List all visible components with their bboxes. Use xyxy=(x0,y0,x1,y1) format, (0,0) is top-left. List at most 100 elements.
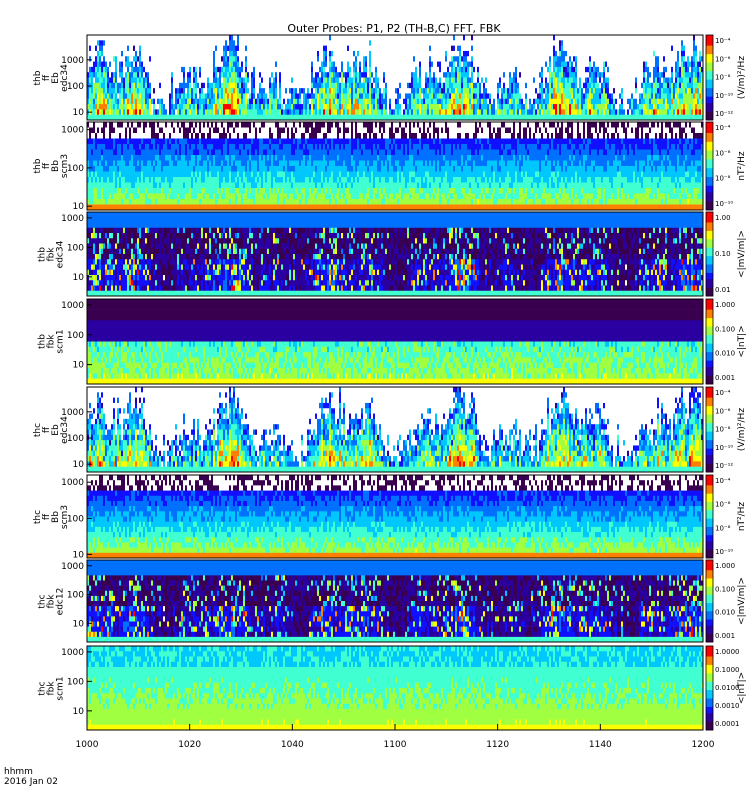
heatmap-cell xyxy=(183,56,185,62)
heatmap-cell xyxy=(319,62,321,68)
heatmap-cell xyxy=(213,67,215,73)
heatmap-cell xyxy=(247,109,249,115)
heatmap-cell xyxy=(253,104,255,110)
heatmap-cell xyxy=(147,35,149,41)
heatmap-cell xyxy=(95,88,97,94)
heatmap-cell xyxy=(319,40,321,46)
heatmap-cell xyxy=(125,35,127,41)
heatmap-cell xyxy=(311,35,313,41)
heatmap-cell xyxy=(145,109,147,115)
heatmap-cell xyxy=(155,104,157,110)
heatmap-cell xyxy=(265,83,267,89)
heatmap-cell xyxy=(277,78,279,84)
heatmap-cell xyxy=(157,104,159,110)
heatmap-cell xyxy=(185,78,187,84)
heatmap-cell xyxy=(167,78,169,84)
heatmap-cell xyxy=(129,83,131,89)
heatmap-cell xyxy=(349,40,351,46)
heatmap-cell xyxy=(259,51,261,57)
heatmap-cell xyxy=(129,104,131,110)
heatmap-cell xyxy=(261,109,263,115)
heatmap-cell xyxy=(279,51,281,57)
heatmap-cell xyxy=(243,56,245,62)
heatmap-cell xyxy=(211,72,213,78)
heatmap-cell xyxy=(155,35,157,41)
heatmap-cell xyxy=(273,35,275,41)
heatmap-cell xyxy=(141,104,143,110)
heatmap-cell xyxy=(211,78,213,84)
heatmap-cell xyxy=(343,115,345,121)
heatmap-cell xyxy=(283,115,285,121)
heatmap-cell xyxy=(353,62,355,68)
heatmap-cell xyxy=(175,83,177,89)
heatmap-cell xyxy=(183,104,185,110)
heatmap-cell xyxy=(235,35,237,41)
heatmap-cell xyxy=(323,109,325,115)
heatmap-cell xyxy=(323,51,325,57)
heatmap-cell xyxy=(357,40,359,46)
heatmap-cell xyxy=(167,83,169,89)
heatmap-cell xyxy=(227,35,229,41)
heatmap-cell xyxy=(209,88,211,94)
heatmap-cell xyxy=(143,109,145,115)
panel-p1: 10100100010⁻⁴10⁻⁶10⁻⁸10⁻¹⁰10⁻¹²(V/m)²/Hz xyxy=(61,35,747,120)
heatmap-cell xyxy=(301,56,303,62)
heatmap-cell xyxy=(321,46,323,52)
heatmap-cell xyxy=(233,104,235,110)
heatmap-cell xyxy=(303,93,305,99)
heatmap-cell xyxy=(305,83,307,89)
heatmap-cell xyxy=(93,88,95,94)
heatmap-cell xyxy=(157,83,159,89)
heatmap-cell xyxy=(113,115,115,121)
heatmap-cell xyxy=(287,104,289,110)
heatmap-cell xyxy=(119,109,121,115)
heatmap-cell xyxy=(351,46,353,52)
heatmap-cell xyxy=(313,40,315,46)
heatmap-cell xyxy=(273,104,275,110)
heatmap-cell xyxy=(285,56,287,62)
heatmap-cell xyxy=(129,99,131,105)
heatmap-cell xyxy=(245,104,247,110)
heatmap-cell xyxy=(161,46,163,52)
heatmap-cell xyxy=(275,104,277,110)
heatmap-cell xyxy=(273,93,275,99)
heatmap-cell xyxy=(215,83,217,89)
heatmap-cell xyxy=(221,51,223,57)
heatmap-cell xyxy=(135,40,137,46)
heatmap-cell xyxy=(105,46,107,52)
heatmap-cell xyxy=(159,83,161,89)
heatmap-cell xyxy=(239,88,241,94)
heatmap-cell xyxy=(179,115,181,121)
heatmap-cell xyxy=(159,72,161,78)
heatmap-cell xyxy=(243,104,245,110)
heatmap-cell xyxy=(323,72,325,78)
heatmap-cell xyxy=(349,35,351,41)
heatmap-cell xyxy=(211,40,213,46)
heatmap-cell xyxy=(165,93,167,99)
heatmap-cell xyxy=(247,115,249,121)
heatmap-cell xyxy=(93,115,95,121)
heatmap-cell xyxy=(203,115,205,121)
heatmap-cell xyxy=(315,83,317,89)
heatmap-cell xyxy=(183,78,185,84)
heatmap-cell xyxy=(177,56,179,62)
heatmap-cell xyxy=(323,83,325,89)
heatmap-cell xyxy=(153,56,155,62)
heatmap-cell xyxy=(189,115,191,121)
heatmap-cell xyxy=(317,109,319,115)
heatmap-cell xyxy=(289,51,291,57)
heatmap-cell xyxy=(295,115,297,121)
heatmap-cell xyxy=(341,115,343,121)
heatmap-cell xyxy=(359,83,361,89)
heatmap-cell xyxy=(125,99,127,105)
heatmap-cell xyxy=(287,40,289,46)
heatmap-cell xyxy=(93,67,95,73)
heatmap-cell xyxy=(191,78,193,84)
heatmap-cell xyxy=(121,72,123,78)
heatmap-cell xyxy=(123,78,125,84)
heatmap-cell xyxy=(225,46,227,52)
heatmap-cell xyxy=(337,51,339,57)
heatmap-cell xyxy=(179,78,181,84)
heatmap-cell xyxy=(363,78,365,84)
heatmap-cell xyxy=(131,109,133,115)
